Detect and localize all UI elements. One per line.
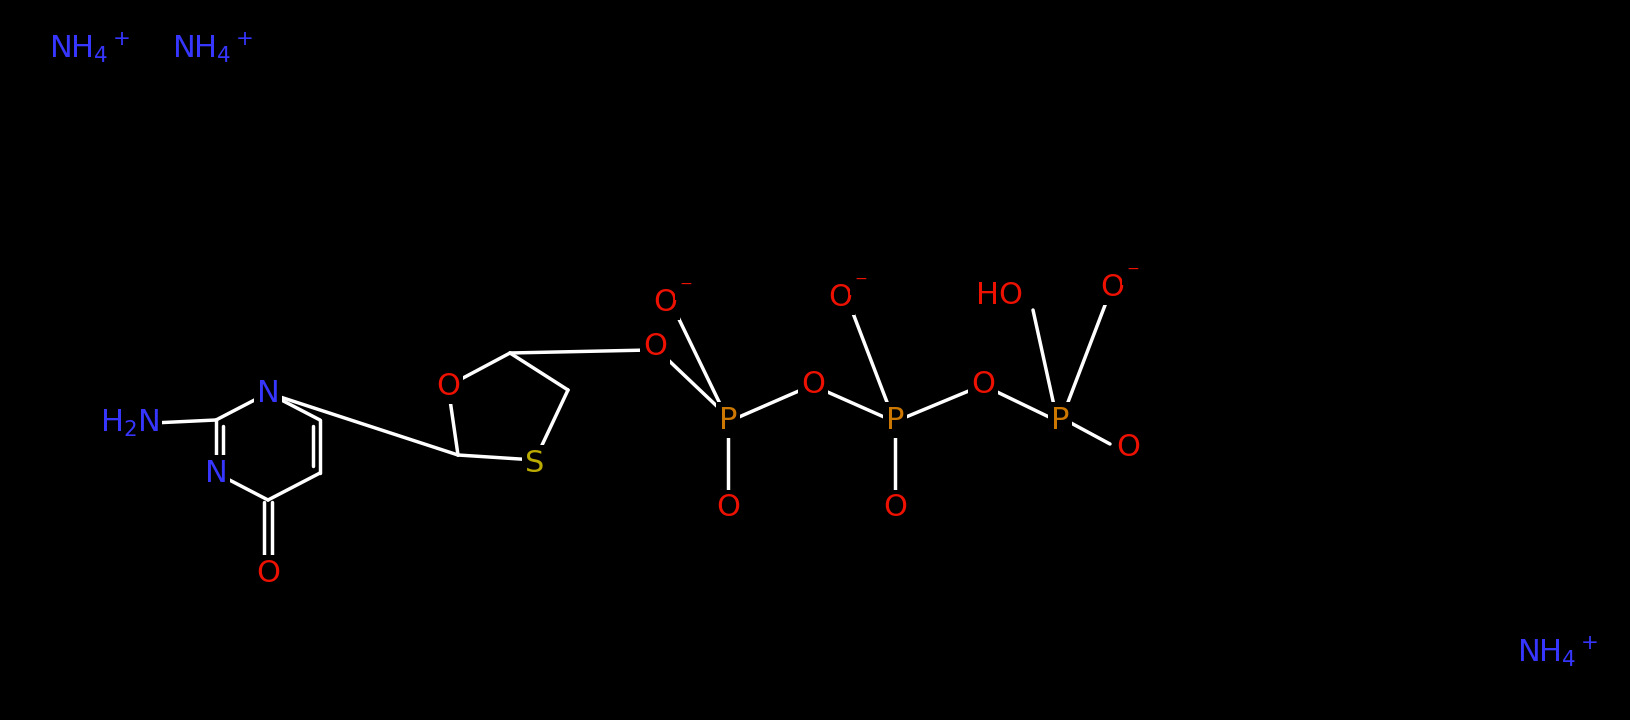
Text: P: P [1051,405,1069,434]
Text: O: O [435,372,460,400]
Text: O: O [883,493,906,523]
Text: H$_2$N: H$_2$N [101,408,160,438]
Text: O: O [256,559,280,588]
Text: O: O [1100,272,1125,302]
Text: NH$_4$$^+$: NH$_4$$^+$ [173,31,254,65]
Text: O: O [654,287,676,317]
Text: S: S [525,449,544,477]
Text: O: O [1117,433,1139,462]
Text: P: P [885,405,905,434]
Text: NH$_4$$^+$: NH$_4$$^+$ [49,31,130,65]
Text: O: O [971,369,994,398]
Text: N: N [256,379,279,408]
Text: O: O [800,369,825,398]
Text: N: N [205,459,227,487]
Text: HO: HO [976,281,1024,310]
Text: NH$_4$$^+$: NH$_4$$^+$ [1518,635,1599,669]
Text: P: P [719,405,737,434]
Text: $^-$: $^-$ [676,280,693,300]
Text: O: O [828,282,852,312]
Text: O: O [642,331,667,361]
Text: O: O [716,493,740,523]
Text: $^-$: $^-$ [851,275,867,295]
Text: $^-$: $^-$ [1123,265,1139,285]
